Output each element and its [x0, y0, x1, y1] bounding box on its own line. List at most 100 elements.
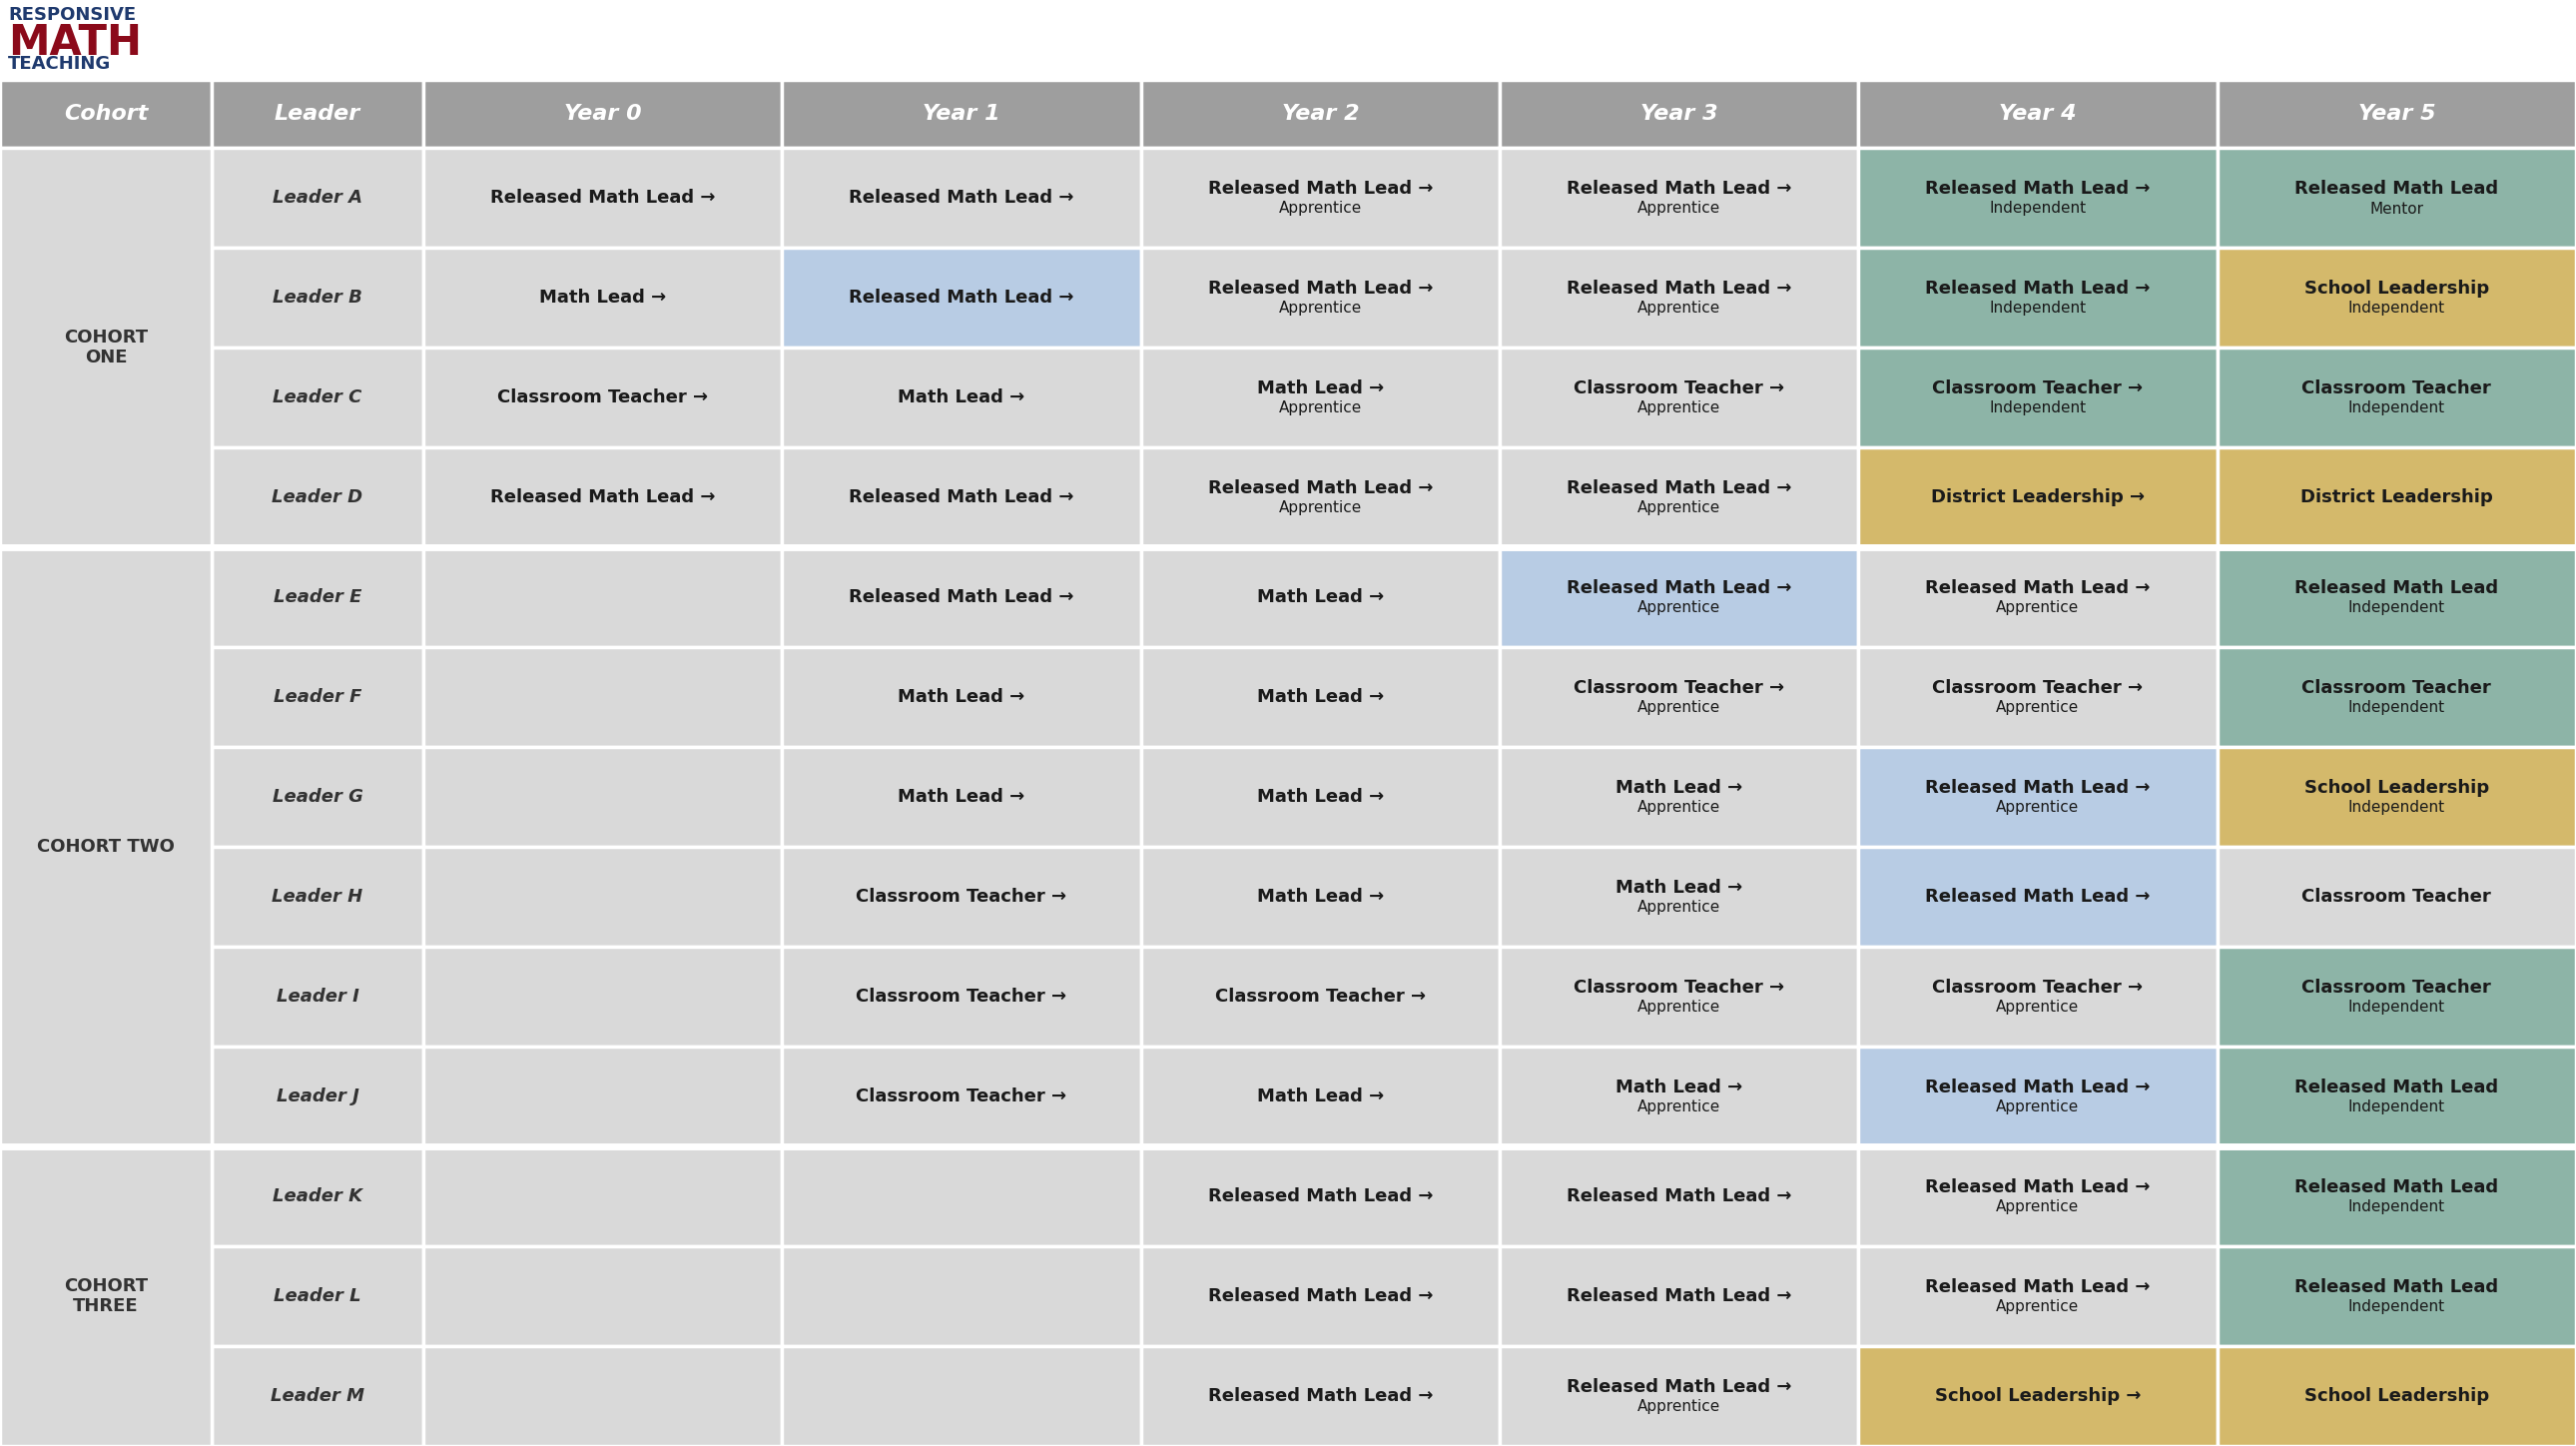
- Bar: [1499, 947, 1857, 1047]
- Text: Apprentice: Apprentice: [1996, 700, 2079, 716]
- Text: Released Math Lead →: Released Math Lead →: [1208, 479, 1432, 497]
- Text: Classroom Teacher: Classroom Teacher: [2303, 379, 2491, 398]
- Bar: [783, 547, 1141, 648]
- Text: Classroom Teacher →: Classroom Teacher →: [1216, 988, 1425, 1005]
- Bar: [1499, 748, 1857, 847]
- Text: Released Math Lead →: Released Math Lead →: [1208, 1187, 1432, 1206]
- Text: Math Lead →: Math Lead →: [1257, 688, 1383, 706]
- Bar: [2218, 847, 2576, 947]
- Bar: [1499, 80, 1857, 147]
- Text: Apprentice: Apprentice: [1638, 700, 1721, 716]
- Bar: [2218, 347, 2576, 447]
- Text: Classroom Teacher: Classroom Teacher: [2303, 680, 2491, 697]
- Text: Apprentice: Apprentice: [1278, 401, 1363, 416]
- Text: Math Lead →: Math Lead →: [899, 688, 1025, 706]
- Text: Leader G: Leader G: [273, 788, 363, 805]
- Text: Math Lead →: Math Lead →: [1257, 888, 1383, 905]
- Bar: [2218, 247, 2576, 347]
- Text: Leader F: Leader F: [273, 688, 361, 706]
- Text: Leader: Leader: [276, 104, 361, 124]
- Text: Released Math Lead →: Released Math Lead →: [850, 589, 1074, 606]
- Bar: [422, 447, 783, 547]
- Text: Apprentice: Apprentice: [1638, 1100, 1721, 1115]
- Text: Independent: Independent: [2349, 1200, 2445, 1215]
- Text: Released Math Lead →: Released Math Lead →: [1924, 1079, 2151, 1096]
- Bar: [1141, 247, 1499, 347]
- Text: Leader E: Leader E: [273, 589, 361, 606]
- Text: Independent: Independent: [2349, 801, 2445, 816]
- Text: District Leadership →: District Leadership →: [1932, 489, 2146, 506]
- Bar: [422, 1047, 783, 1147]
- Bar: [783, 1147, 1141, 1246]
- Bar: [211, 547, 422, 648]
- Bar: [783, 1246, 1141, 1346]
- Text: Classroom Teacher →: Classroom Teacher →: [855, 988, 1066, 1005]
- Text: Independent: Independent: [2349, 1300, 2445, 1314]
- Bar: [422, 1346, 783, 1446]
- Bar: [1499, 547, 1857, 648]
- Text: Released Math Lead →: Released Math Lead →: [1566, 479, 1793, 497]
- Text: Apprentice: Apprentice: [1278, 500, 1363, 516]
- Text: Math Lead →: Math Lead →: [899, 788, 1025, 805]
- Bar: [1857, 947, 2218, 1047]
- Text: Classroom Teacher →: Classroom Teacher →: [1574, 979, 1785, 996]
- Bar: [1141, 847, 1499, 947]
- Bar: [211, 947, 422, 1047]
- Text: Apprentice: Apprentice: [1638, 801, 1721, 816]
- Bar: [2218, 748, 2576, 847]
- Bar: [2218, 1147, 2576, 1246]
- Bar: [422, 547, 783, 648]
- Text: School Leadership: School Leadership: [2303, 279, 2488, 298]
- Text: Released Math Lead →: Released Math Lead →: [1566, 279, 1793, 298]
- Bar: [211, 1147, 422, 1246]
- Text: Classroom Teacher →: Classroom Teacher →: [497, 389, 708, 406]
- Text: Released Math Lead →: Released Math Lead →: [489, 189, 716, 207]
- Bar: [1499, 147, 1857, 247]
- Bar: [422, 347, 783, 447]
- Text: Apprentice: Apprentice: [1278, 201, 1363, 217]
- Text: Independent: Independent: [2349, 1100, 2445, 1115]
- Text: Released Math Lead: Released Math Lead: [2295, 1278, 2499, 1296]
- Bar: [783, 80, 1141, 147]
- Bar: [211, 247, 422, 347]
- Text: Apprentice: Apprentice: [1638, 301, 1721, 317]
- Bar: [2218, 648, 2576, 748]
- Bar: [783, 748, 1141, 847]
- Bar: [211, 748, 422, 847]
- Text: Independent: Independent: [2349, 600, 2445, 616]
- Bar: [2218, 80, 2576, 147]
- Bar: [1141, 1047, 1499, 1147]
- Text: Year 5: Year 5: [2357, 104, 2434, 124]
- Text: TEACHING: TEACHING: [8, 55, 111, 72]
- Text: Released Math Lead →: Released Math Lead →: [1924, 1278, 2151, 1296]
- Text: Apprentice: Apprentice: [1996, 1300, 2079, 1314]
- Text: School Leadership: School Leadership: [2303, 1387, 2488, 1406]
- Text: Classroom Teacher: Classroom Teacher: [2303, 979, 2491, 996]
- Text: Math Lead →: Math Lead →: [1615, 1079, 1741, 1096]
- Bar: [1141, 347, 1499, 447]
- Bar: [783, 447, 1141, 547]
- Bar: [422, 247, 783, 347]
- Bar: [1141, 80, 1499, 147]
- Text: Apprentice: Apprentice: [1278, 301, 1363, 317]
- Text: Independent: Independent: [2349, 401, 2445, 416]
- Text: Released Math Lead →: Released Math Lead →: [1208, 179, 1432, 198]
- Text: Apprentice: Apprentice: [1638, 600, 1721, 616]
- Bar: [211, 1246, 422, 1346]
- Text: Leader I: Leader I: [276, 988, 358, 1005]
- Text: Year 3: Year 3: [1641, 104, 1718, 124]
- Text: Cohort: Cohort: [64, 104, 147, 124]
- Text: Year 1: Year 1: [922, 104, 999, 124]
- Bar: [1141, 947, 1499, 1047]
- Text: Released Math Lead →: Released Math Lead →: [850, 189, 1074, 207]
- Bar: [422, 147, 783, 247]
- Bar: [211, 648, 422, 748]
- Bar: [2218, 1246, 2576, 1346]
- Bar: [783, 947, 1141, 1047]
- Text: Leader M: Leader M: [270, 1387, 363, 1406]
- Bar: [1141, 1246, 1499, 1346]
- Text: Released Math Lead: Released Math Lead: [2295, 1178, 2499, 1196]
- Text: Math Lead →: Math Lead →: [899, 389, 1025, 406]
- Text: Released Math Lead →: Released Math Lead →: [1924, 888, 2151, 905]
- Bar: [1857, 547, 2218, 648]
